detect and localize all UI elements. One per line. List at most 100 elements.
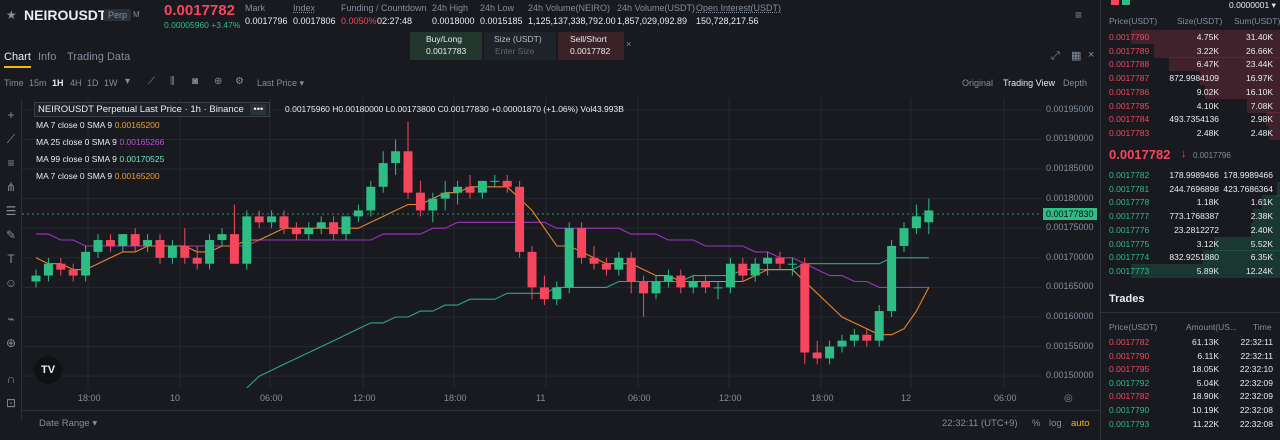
bid-row[interactable]: 0.0017774 832.9251880 6.35K [1101, 250, 1280, 265]
sell-short-button[interactable]: Sell/Short 0.0017782 [558, 32, 624, 60]
text-icon[interactable]: T [7, 252, 15, 266]
candle-icon[interactable]: ⫼ [170, 76, 175, 87]
stat-label-vol-usdt: 24h Volume(USDT) [617, 3, 696, 13]
time-axis: 18:00 10 06:00 12:00 18:00 11 06:00 12:00 18:00 1… [22, 392, 1042, 406]
price-type-select[interactable]: Last Price ▾ [257, 78, 304, 89]
tab-trading-data[interactable]: Trading Data [67, 51, 131, 63]
candle-body [527, 251, 537, 288]
candle-type-icon[interactable]: ▾ [125, 76, 131, 87]
date-range-select[interactable]: Date Range ▾ [39, 418, 97, 429]
ask-row[interactable]: 0.0017786 9.02K 16.10K [1101, 84, 1280, 99]
tab-info[interactable]: Info [38, 51, 57, 63]
view-trading-view[interactable]: Trading View [1003, 78, 1056, 88]
star-icon[interactable]: ★ [6, 8, 17, 22]
candle-body [626, 257, 636, 282]
emoji-icon[interactable]: ☺ [4, 276, 18, 290]
interval-15m[interactable]: 15m [29, 78, 47, 88]
percent-toggle[interactable]: % [1032, 418, 1041, 429]
candle-body [31, 275, 41, 282]
ask-row[interactable]: 0.0017785 4.10K 7.08K [1101, 98, 1280, 113]
ob-sum: 6.35K [1250, 252, 1273, 263]
stat-label-index[interactable]: Index [293, 3, 316, 13]
candle-down [329, 216, 339, 241]
bid-row[interactable]: 0.0017773 5.89K 12.24K [1101, 263, 1280, 278]
candle-up [316, 216, 326, 235]
view-original[interactable]: Original [962, 78, 994, 88]
bid-row[interactable]: 0.0017778 1.18K 1.61K [1101, 195, 1280, 210]
trend-line-icon[interactable]: ⟋ [6, 132, 16, 146]
trade-amount: 6.11K [1197, 350, 1219, 361]
ask-row[interactable]: 0.0017787 872.9984109 16.97K [1101, 71, 1280, 86]
add-icon[interactable]: ⊕ [214, 76, 223, 87]
quick-trade-close-icon[interactable]: × [626, 39, 632, 49]
interval-1w[interactable]: 1W [104, 78, 118, 88]
stat-value-countdown: 02:27:48 [377, 16, 413, 26]
indicator-icon[interactable]: ⟋ [148, 76, 155, 87]
candle-up [713, 281, 723, 300]
ob-view-icons[interactable] [1111, 0, 1141, 8]
auto-toggle[interactable]: auto [1071, 418, 1090, 429]
view-depth[interactable]: Depth [1063, 78, 1088, 88]
log-toggle[interactable]: log [1049, 418, 1062, 429]
buy-price: 0.0017783 [426, 46, 467, 56]
crosshair-icon[interactable]: + [7, 108, 15, 122]
trade-price: 0.0017790 [1109, 405, 1150, 415]
expand-icon[interactable]: ⤢ [1051, 50, 1060, 62]
interval-4h[interactable]: 4H [70, 78, 82, 88]
zoom-in-icon[interactable]: ⊕ [5, 336, 17, 350]
lock-icon[interactable]: ⊡ [5, 396, 17, 410]
depth-bar [1153, 43, 1280, 58]
trade-time: 22:32:10 [1239, 364, 1273, 375]
menu-icon[interactable]: ≡ [1075, 8, 1083, 22]
stat-value-high: 0.0018000 [432, 16, 475, 26]
close-icon[interactable]: × [1088, 49, 1095, 61]
ob-header-size: Size(USDT) [1177, 16, 1223, 26]
camera-icon[interactable]: ◙ [192, 76, 199, 87]
grid-icon[interactable]: ▦ [1071, 50, 1082, 62]
tab-chart[interactable]: Chart [4, 51, 31, 68]
symbol-title[interactable]: NEIROUSDT [24, 7, 107, 23]
candle-body [552, 287, 562, 300]
interval-1d[interactable]: 1D [87, 78, 99, 88]
bid-row[interactable]: 0.0017781 244.7696898 423.7686364 [1101, 181, 1280, 196]
price-chart[interactable] [22, 98, 1042, 388]
pitchfork-icon[interactable]: ⋔ [5, 180, 17, 194]
ask-row[interactable]: 0.0017790 4.75K 31.40K [1101, 30, 1280, 44]
buy-long-button[interactable]: Buy/Long 0.0017783 [410, 32, 482, 60]
ma-2-label: MA 25 close 0 SMA 9 [36, 137, 117, 147]
size-input[interactable]: Enter Size [495, 46, 535, 56]
magnet-icon[interactable]: ∩ [6, 372, 16, 386]
stat-label-oi[interactable]: Open Interest(USDT) [696, 3, 782, 13]
candle-body [490, 180, 500, 182]
ob-size: 773.1768387 [1169, 211, 1219, 222]
candle-body [564, 228, 574, 288]
brush-icon[interactable]: ✎ [5, 228, 17, 242]
bid-row[interactable]: 0.0017782 178.9989466 178.9989466 [1101, 168, 1280, 182]
ask-row[interactable]: 0.0017789 3.22K 26.66K [1101, 43, 1280, 58]
trade-amount: 61.13K [1192, 337, 1219, 347]
bid-row[interactable]: 0.0017776 23.2812272 2.40K [1101, 222, 1280, 237]
precision-select[interactable]: 0.0000001 ▾ [1229, 0, 1276, 11]
ob-price: 0.0017781 [1109, 183, 1150, 194]
stat-value-mark: 0.0017796 [245, 16, 288, 26]
ask-row[interactable]: 0.0017784 493.7354136 2.98K [1101, 112, 1280, 127]
candle-body [68, 269, 78, 276]
ruler-icon[interactable]: ⌁ [7, 312, 15, 326]
fib-icon[interactable]: ☰ [5, 204, 17, 218]
bid-row[interactable]: 0.0017777 773.1768387 2.38K [1101, 209, 1280, 224]
ask-row[interactable]: 0.0017788 6.47K 23.44K [1101, 57, 1280, 72]
candle-body [229, 234, 239, 264]
horizontal-lines-icon[interactable]: ≡ [7, 156, 15, 170]
ask-row[interactable]: 0.0017783 2.48K 2.48K [1101, 125, 1280, 140]
size-input-box[interactable]: Size (USDT) Enter Size [484, 32, 556, 60]
ma-99-line [246, 257, 929, 388]
axis-settings-icon[interactable]: ◎ [1064, 393, 1073, 404]
bid-row[interactable]: 0.0017775 3.12K 5.52K [1101, 236, 1280, 251]
settings-icon[interactable]: ⚙ [235, 76, 244, 87]
interval-1h[interactable]: 1H [52, 78, 64, 88]
candle-body [180, 245, 190, 258]
ma-1-value: 0.00165200 [114, 120, 160, 130]
tradingview-logo[interactable]: TV [34, 356, 62, 384]
buy-label: Buy/Long [426, 34, 462, 44]
legend-more-icon[interactable]: ••• [250, 104, 267, 115]
